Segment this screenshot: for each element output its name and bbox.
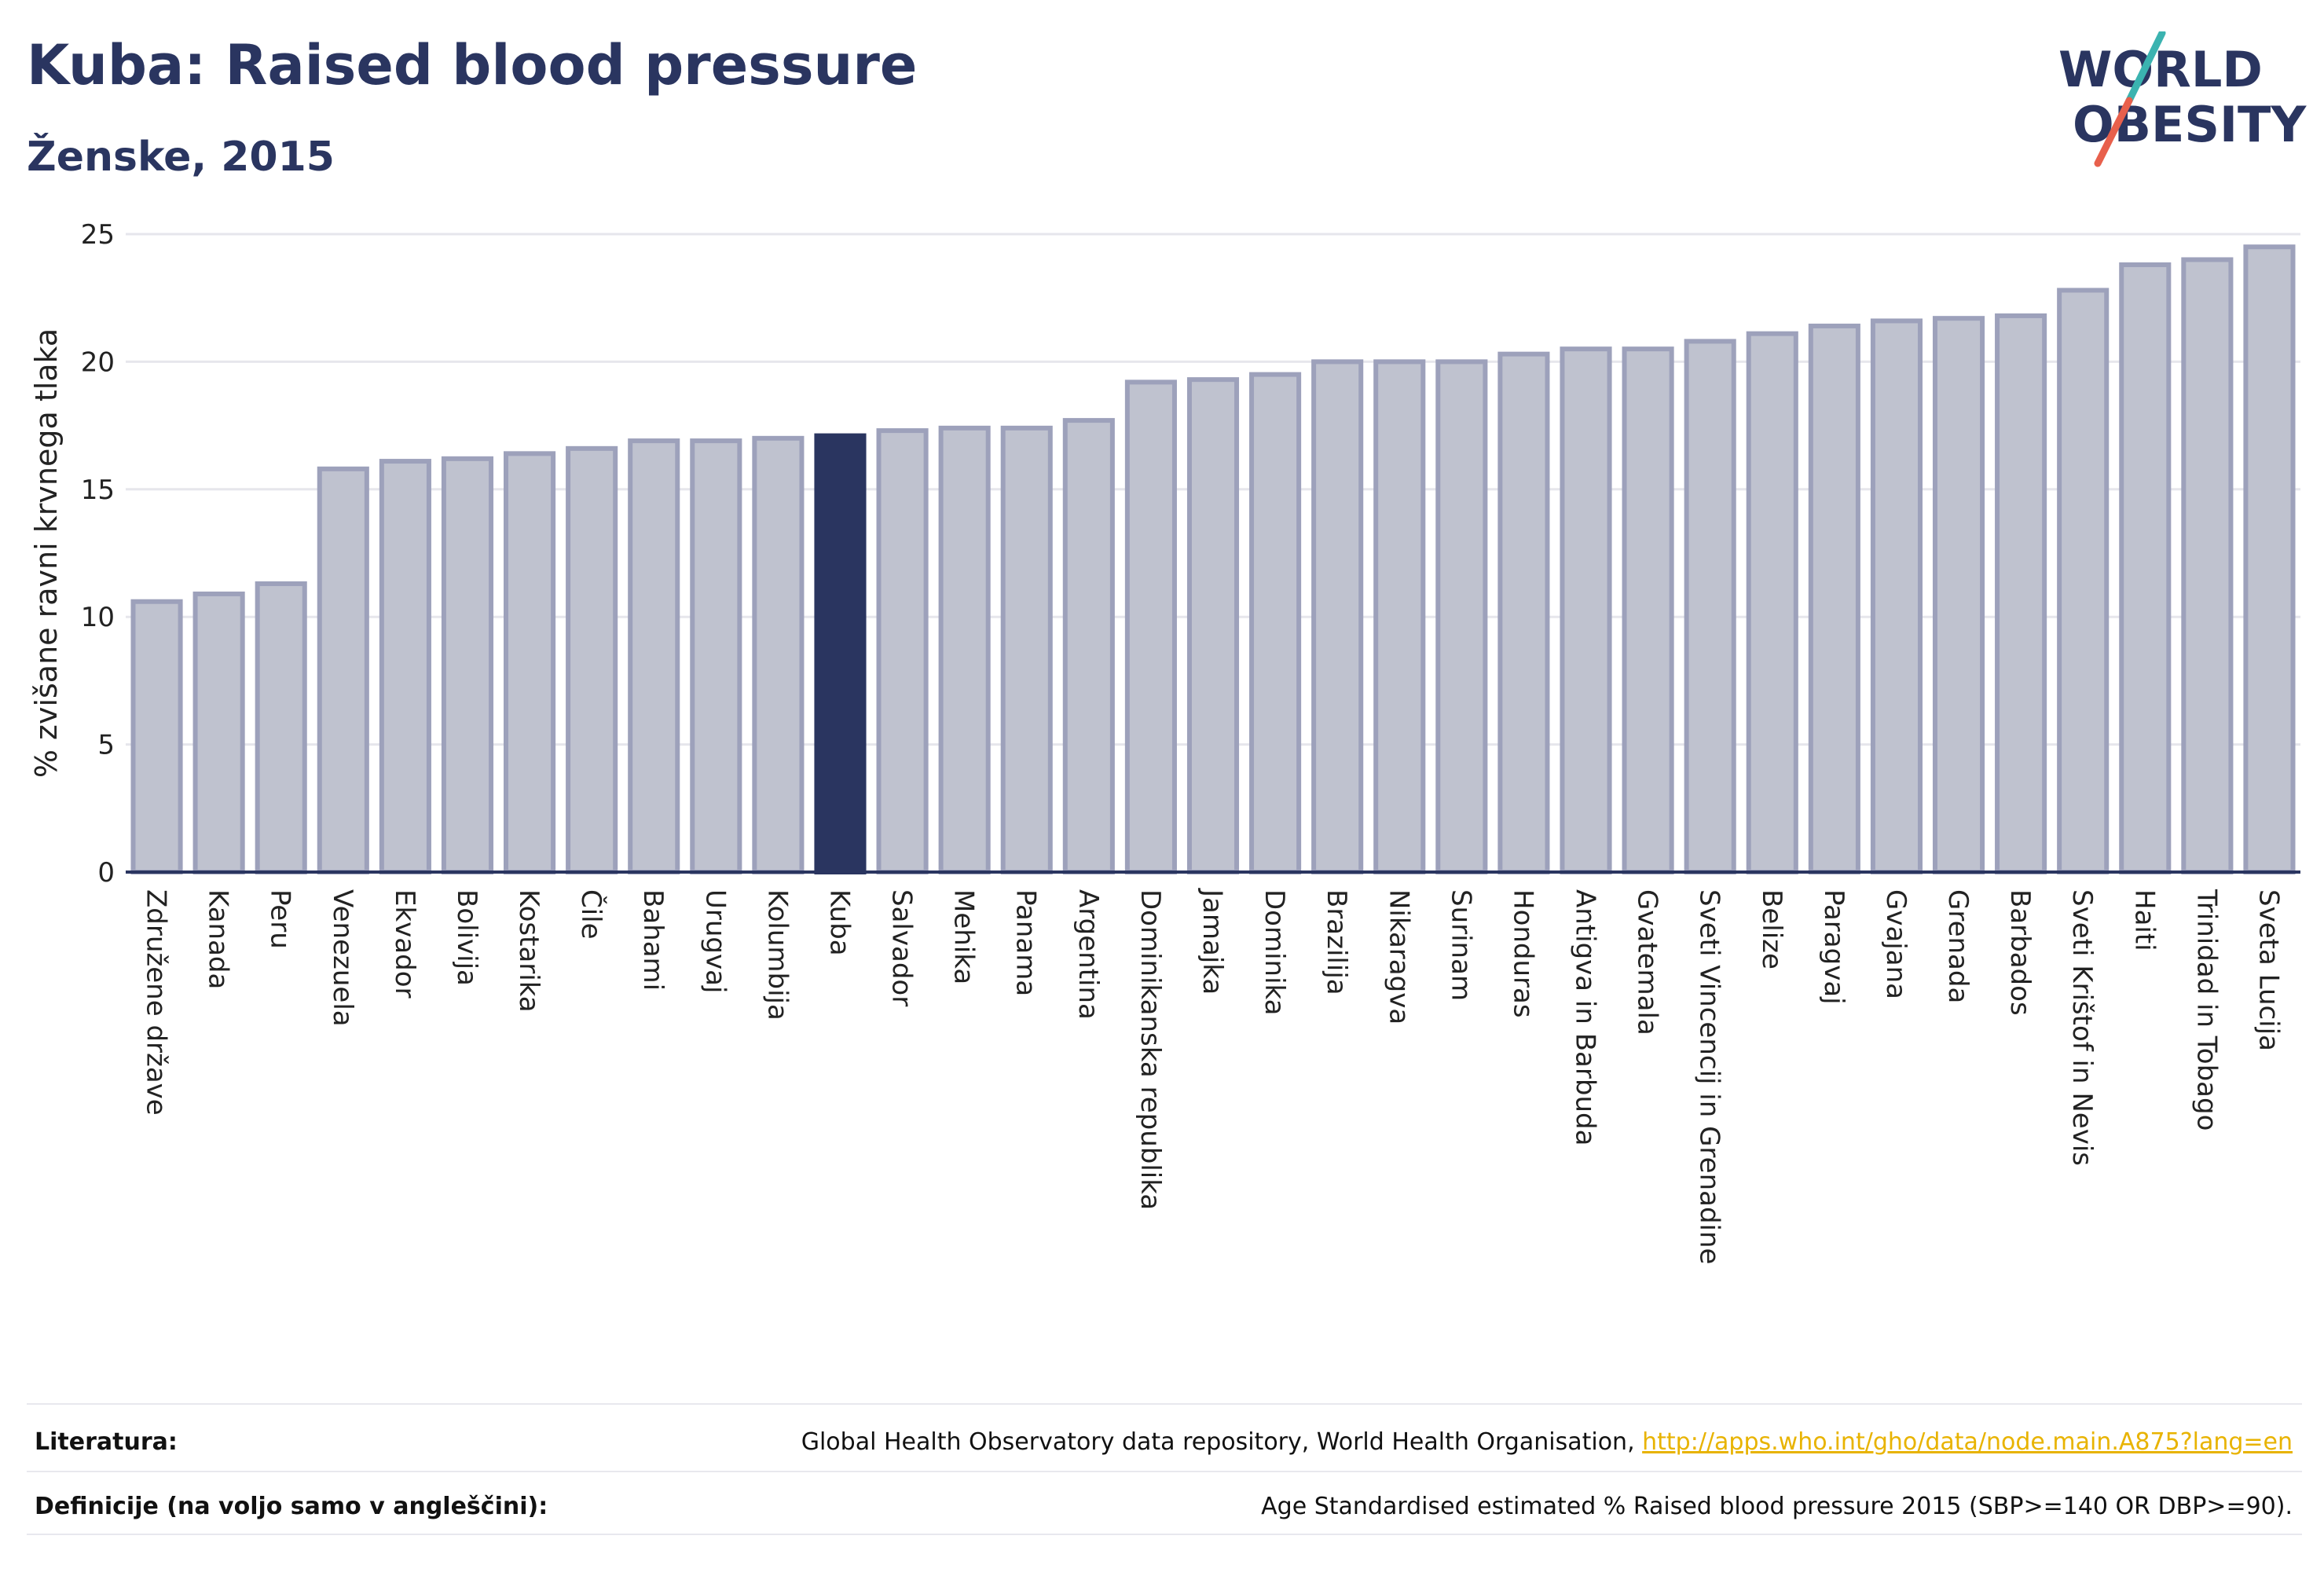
bar — [1932, 316, 1985, 874]
bar — [192, 591, 245, 875]
bar — [2243, 244, 2296, 874]
x-tick-label: Združene države — [141, 889, 172, 1116]
bar — [1560, 346, 1612, 875]
x-tick-label: Sveta Lucija — [2253, 889, 2284, 1051]
bar — [504, 451, 556, 874]
x-tick-label: Čile — [575, 889, 607, 940]
x-tick-label: Antigva in Barbuda — [1570, 889, 1601, 1145]
x-tick-label: Gvajana — [1880, 889, 1912, 999]
x-tick-label: Trinidad in Tobago — [2190, 889, 2222, 1131]
y-tick-label: 10 — [81, 602, 115, 633]
bar — [566, 445, 618, 874]
bar — [1746, 331, 1798, 874]
y-tick-label: 25 — [81, 219, 115, 251]
logo-slash-bottom — [2094, 97, 2133, 167]
bar — [317, 466, 369, 874]
x-tick-label: Haiti — [2128, 889, 2160, 951]
x-tick-label: Argentina — [1072, 889, 1104, 1020]
bar — [1000, 425, 1053, 874]
footer-divider — [27, 1403, 2302, 1405]
bar — [876, 428, 929, 874]
y-axis-label: % zvišane ravni krvnega tlaka — [29, 328, 64, 778]
x-tick-label: Surinam — [1445, 889, 1476, 1001]
bar — [938, 425, 991, 874]
x-tick-label: Kostarika — [513, 889, 544, 1013]
bar — [1808, 323, 1860, 875]
bar — [1186, 377, 1240, 874]
world-obesity-logo: WORLD OBESITY — [2058, 31, 2307, 167]
bar — [2119, 262, 2172, 874]
literature-source: Global Health Observatory data repositor… — [801, 1428, 2293, 1456]
x-tick-label: Mehika — [948, 889, 980, 984]
x-tick-label: Jamajka — [1197, 888, 1228, 995]
bar-chart: 0 5 10 15 20 25 % zvišane ravni krvnega tlaka Z… — [29, 219, 2300, 1264]
x-tick-label: Belize — [1756, 889, 1787, 969]
x-tick-label: Kolumbija — [761, 889, 793, 1021]
bar — [1995, 313, 2047, 875]
bar — [2057, 288, 2110, 874]
y-tick-label: 0 — [97, 857, 115, 889]
bar — [441, 456, 494, 874]
bar — [814, 433, 867, 874]
y-tick-label: 5 — [97, 730, 115, 761]
x-tick-label: Honduras — [1507, 889, 1538, 1018]
bar — [1435, 359, 1488, 874]
x-tick-label: Grenada — [1942, 889, 1974, 1003]
bar — [379, 459, 431, 874]
bar — [130, 599, 183, 874]
y-tick-label: 20 — [81, 346, 115, 378]
bar — [1124, 379, 1177, 875]
x-tick-label: Kuba — [823, 889, 855, 956]
x-tick-label: Salvador — [886, 889, 918, 1006]
bar — [2181, 257, 2234, 875]
definitions-text: Age Standardised estimated % Raised bloo… — [1261, 1493, 2293, 1520]
bar — [1497, 351, 1550, 874]
x-tick-label: Sveti Vincencij in Grenadine — [1694, 889, 1725, 1264]
bar — [1870, 318, 1923, 874]
x-tick-label: Dominika — [1259, 889, 1290, 1015]
bar — [1311, 359, 1364, 874]
bar — [1622, 346, 1674, 875]
x-tick-label: Bahami — [637, 889, 669, 991]
bar — [1373, 359, 1426, 874]
bar — [255, 581, 307, 874]
bar — [1684, 339, 1736, 874]
x-tick-label: Urugvaj — [699, 889, 731, 993]
definitions-label: Definicije (na voljo samo v angleščini): — [35, 1493, 548, 1520]
literature-link[interactable]: http://apps.who.int/gho/data/node.main.A… — [1642, 1428, 2293, 1456]
bar — [1062, 418, 1115, 874]
x-tick-label: Barbados — [2004, 889, 2036, 1016]
bar — [752, 435, 805, 874]
footer-divider — [27, 1534, 2302, 1535]
logo-text-world: WORLD — [2058, 41, 2263, 98]
bar — [690, 438, 742, 874]
x-tick-label: Bolivija — [451, 889, 482, 986]
logo-text-obesity: OBESITY — [2073, 96, 2307, 153]
x-tick-label: Paragvaj — [1818, 889, 1849, 1005]
x-tick-label: Sveti Krištof in Nevis — [2066, 889, 2098, 1166]
x-tick-label: Kanada — [203, 889, 234, 989]
literature-label: Literatura: — [35, 1428, 178, 1456]
y-tick-label: 15 — [81, 475, 115, 506]
x-tick-label: Panama — [1010, 889, 1042, 996]
bar — [1249, 372, 1302, 874]
x-tick-label: Ekvador — [389, 889, 420, 999]
literature-text: Global Health Observatory data repositor… — [801, 1428, 1643, 1456]
x-tick-label: Peru — [265, 889, 296, 949]
x-tick-label: Brazilija — [1321, 889, 1352, 995]
x-tick-label: Nikaragva — [1383, 889, 1414, 1024]
chart-title: Kuba: Raised blood pressure — [27, 33, 918, 97]
x-tick-label: Dominikanska republika — [1135, 889, 1166, 1210]
bar — [628, 438, 680, 874]
chart-subtitle: Ženske, 2015 — [27, 134, 335, 181]
x-tick-label: Gvatemala — [1632, 889, 1663, 1035]
footer-divider — [27, 1471, 2302, 1472]
logo-slash-top — [2125, 31, 2166, 104]
x-tick-label: Venezuela — [327, 889, 358, 1027]
